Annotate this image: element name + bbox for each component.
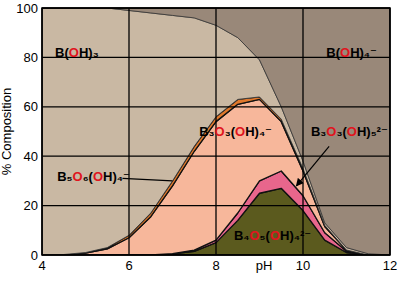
- y-tick-label: 0: [31, 248, 38, 263]
- grid-line: [302, 8, 303, 255]
- series-label: B₅O₆(OH)₄⁻: [57, 169, 130, 184]
- plot-frame: [42, 8, 390, 255]
- y-tick-label: 100: [16, 1, 38, 16]
- y-tick-label: 20: [24, 198, 38, 213]
- y-axis-label: % Composition: [0, 88, 14, 175]
- x-tick-label: 6: [125, 258, 132, 273]
- chart: 0 20 40 60 80 100 4 6 8 10 12 pH % Composition B(OH)₃…: [0, 0, 400, 285]
- series-label: B₃O₃(OH)₅²⁻: [311, 124, 388, 139]
- x-axis-label: pH: [256, 258, 273, 273]
- x-tick-label: 8: [212, 258, 219, 273]
- series-label: B(OH)₃: [55, 45, 99, 60]
- y-tick-label: 80: [24, 50, 38, 65]
- series-label: B₄O₅(OH)₄²⁻: [234, 228, 311, 243]
- area: [42, 8, 390, 255]
- y-tick-label: 60: [24, 99, 38, 114]
- leader-arrow: [296, 146, 329, 186]
- grid-line: [128, 8, 129, 255]
- area: [42, 8, 390, 255]
- leader-line: [122, 178, 172, 180]
- x-tick-label: 4: [38, 258, 45, 273]
- series-label: B(OH)₄⁻: [326, 45, 377, 60]
- x-tick-label: 10: [296, 258, 310, 273]
- areas: [42, 8, 390, 255]
- x-tick-label: 12: [383, 258, 397, 273]
- series-label: B₃O₃(OH)₄⁻: [199, 124, 272, 139]
- y-tick-label: 40: [24, 149, 38, 164]
- plot-background: [42, 8, 390, 255]
